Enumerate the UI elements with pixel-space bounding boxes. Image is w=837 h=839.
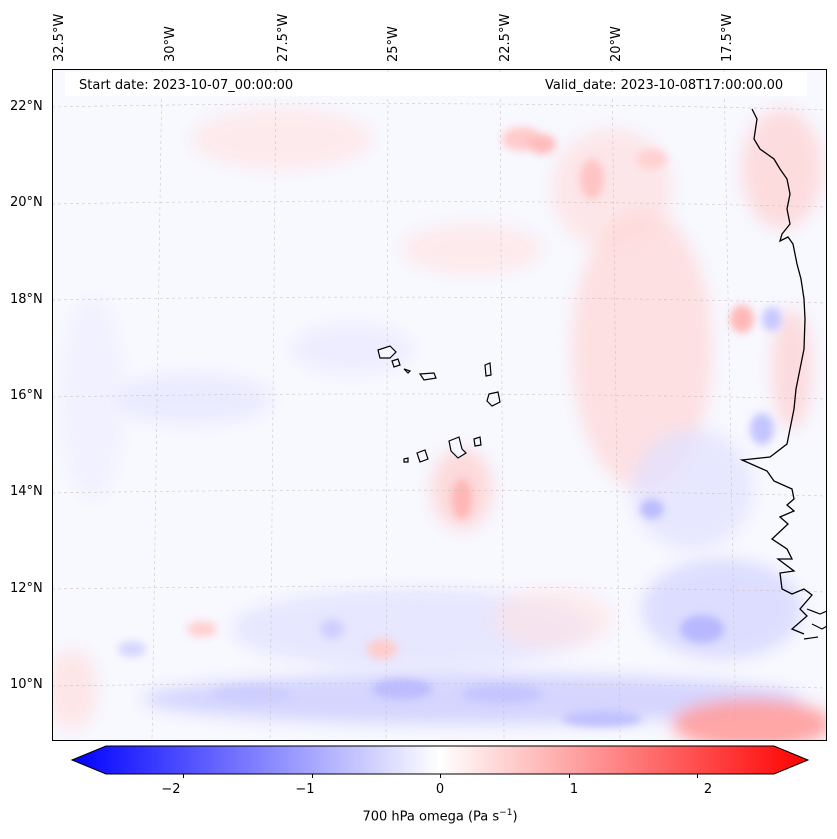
cb-tick-label-m1: −1 [295,782,315,797]
islands [377,345,501,463]
cb-tick-mark-1 [311,774,313,778]
cb-tick-mark-3 [568,774,570,778]
lon-label-20w: 20°W [609,26,624,62]
cb-tick-label-m2: −2 [161,782,181,797]
lon-label-17-5w: 17.5°W [720,13,735,62]
lon-label-25w: 25°W [386,26,401,62]
lat-label-20n: 20°N [10,195,43,210]
cb-tick-mark-4 [696,774,698,778]
colorbar-label-main: 700 hPa omega (Pa s [362,809,500,825]
colorbar [70,745,810,775]
lon-label-32-5w: 32.5°W [52,13,67,62]
start-date-label: Start date: 2023-10-07_00:00:00 [79,78,294,93]
coast-detail [803,608,827,640]
africa-coastline [739,108,813,635]
lat-label-22n: 22°N [10,99,43,114]
valid-date-label: Valid_date: 2023-10-08T17:00:00.00 [545,78,784,93]
cb-tick-label-1: 1 [569,782,579,797]
lat-label-16n: 16°N [10,388,43,403]
cb-tick-mark-0 [183,774,185,778]
omega-field [52,109,827,741]
cb-tick-label-0: 0 [435,782,445,797]
header-strip [65,72,807,96]
lat-label-12n: 12°N [10,581,43,596]
graticule [52,69,827,741]
colorbar-label-end: ) [512,809,518,825]
cb-tick-label-2: 2 [703,782,713,797]
lat-label-14n: 14°N [10,484,43,499]
lon-label-22-5w: 22.5°W [498,13,513,62]
colorbar-label: 700 hPa omega (Pa s−1) [362,808,518,825]
colorbar-label-sup: −1 [499,808,513,818]
lon-label-30w: 30°W [163,26,178,62]
cb-tick-mark-2 [440,774,441,778]
lat-label-10n: 10°N [10,677,43,692]
colorbar-body [70,745,810,775]
lat-label-18n: 18°N [10,292,43,307]
map-panel [52,69,827,741]
lon-label-27-5w: 27.5°W [276,13,291,62]
